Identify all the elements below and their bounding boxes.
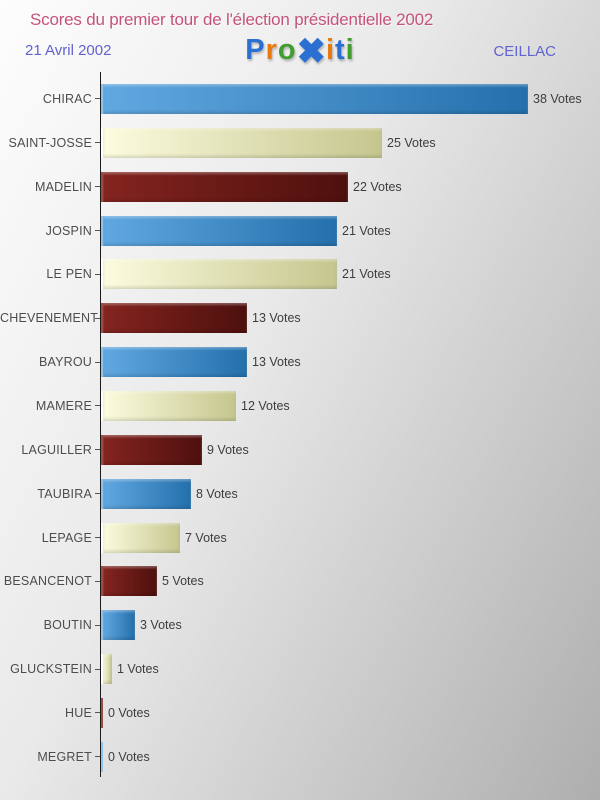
logo-letter: i [325,34,335,66]
vote-bar [101,83,528,114]
candidate-label: BESANCENOT [3,574,92,589]
vote-count-label: 1 Votes [117,662,159,677]
candidate-label: BOUTIN [43,618,92,633]
logo-letter: i [345,34,355,66]
chart-row: BESANCENOT 5 Votes [0,559,600,603]
axis-tick [95,142,100,144]
axis-tick [95,361,100,363]
logo-letter: o [277,34,297,66]
axis-tick [95,537,100,539]
candidate-label: LAGUILLER [21,442,92,457]
candidate-label: LEPAGE [41,530,92,545]
vote-count-label: 5 Votes [162,574,204,589]
chart-row: CHIRAC 38 Votes [0,77,600,121]
logo-x-icon: ✖ [296,32,326,71]
axis-tick [95,186,100,188]
vote-bar [101,610,135,641]
candidate-label: MEGRET [37,749,92,764]
vote-count-label: 21 Votes [342,267,391,282]
candidate-label: LE PEN [46,267,92,282]
vote-bar [101,171,348,202]
vote-count-label: 21 Votes [342,223,391,238]
bar-chart: CHIRAC 38 Votes SAINT-JOSSE 25 Votes MADELIN… [0,77,600,779]
axis-tick [95,712,100,714]
vote-bar [101,127,382,158]
axis-tick [95,580,100,582]
vote-bar [101,259,337,290]
vote-bar [101,478,191,509]
axis-tick [95,317,100,319]
candidate-label: SAINT-JOSSE [8,135,92,150]
chart-row: GLUCKSTEIN 1 Votes [0,647,600,691]
vote-count-label: 0 Votes [108,749,150,764]
chart-row: TAUBIRA 8 Votes [0,472,600,516]
vote-count-label: 13 Votes [252,311,301,326]
page-title: Scores du premier tour de l'élection pré… [30,10,434,29]
vote-count-label: 13 Votes [252,355,301,370]
axis-tick [95,273,100,275]
vote-bar [101,654,112,685]
axis-tick [95,756,100,758]
candidate-label: TAUBIRA [37,486,92,501]
vote-bar [101,303,247,334]
axis-tick [95,624,100,626]
vote-bar [101,697,103,728]
vote-count-label: 25 Votes [387,135,436,150]
candidate-label: MADELIN [35,179,92,194]
proxiti-logo: Pro✖iti [0,32,600,72]
vote-bar [101,215,337,246]
axis-tick [95,405,100,407]
logo-letter: r [265,34,278,66]
vote-bar [101,434,202,465]
chart-row: JOSPIN 21 Votes [0,209,600,253]
date-label: 21 Avril 2002 [25,42,112,59]
vote-bar [101,741,103,772]
axis-tick [95,668,100,670]
vote-count-label: 38 Votes [533,91,582,106]
vote-count-label: 9 Votes [207,442,249,457]
vote-count-label: 7 Votes [185,530,227,545]
axis-tick [95,493,100,495]
vote-bar [101,566,157,597]
location-label: CEILLAC [493,43,556,60]
axis-tick [95,449,100,451]
candidate-label: MAMERE [35,398,92,413]
chart-row: SAINT-JOSSE 25 Votes [0,121,600,165]
vote-count-label: 12 Votes [241,398,290,413]
candidate-label: GLUCKSTEIN [10,662,92,677]
chart-row: BAYROU 13 Votes [0,340,600,384]
vote-bar [101,347,247,378]
vote-count-label: 3 Votes [140,618,182,633]
chart-row: BOUTIN 3 Votes [0,603,600,647]
y-axis-line [100,72,101,777]
chart-row: MEGRET 0 Votes [0,735,600,779]
chart-row: HUE 0 Votes [0,691,600,735]
chart-row: CHEVENEMENT 13 Votes [0,296,600,340]
logo-letter: P [245,34,266,66]
vote-bar [101,390,236,421]
vote-count-label: 0 Votes [108,705,150,720]
candidate-label: JOSPIN [45,223,92,238]
vote-count-label: 8 Votes [196,486,238,501]
axis-tick [95,98,100,100]
chart-row: LE PEN 21 Votes [0,252,600,296]
candidate-label: CHIRAC [42,91,92,106]
axis-tick [95,230,100,231]
chart-row: MADELIN 22 Votes [0,165,600,209]
vote-bar [101,522,180,553]
candidate-label: HUE [65,705,92,720]
logo-letter: t [335,34,346,66]
chart-row: LEPAGE 7 Votes [0,516,600,560]
vote-count-label: 22 Votes [353,179,402,194]
candidate-label: BAYROU [38,355,92,370]
chart-row: LAGUILLER 9 Votes [0,428,600,472]
chart-row: MAMERE 12 Votes [0,384,600,428]
candidate-label: CHEVENEMENT [0,311,99,326]
